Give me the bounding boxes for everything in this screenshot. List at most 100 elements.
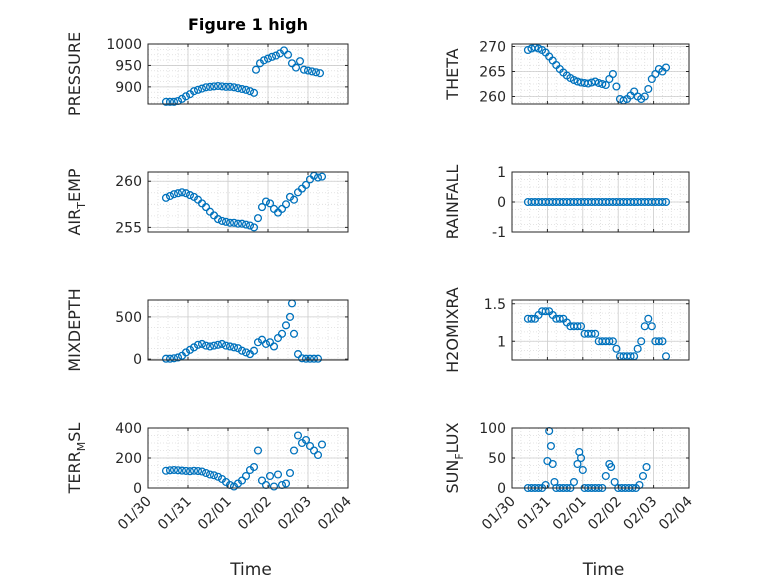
data-point	[241, 220, 251, 229]
data-point	[197, 339, 207, 348]
data-point	[317, 172, 327, 181]
data-point	[189, 466, 199, 475]
data-point	[569, 477, 578, 487]
data-point	[640, 92, 649, 101]
data-point	[193, 85, 203, 94]
series-points	[161, 46, 325, 106]
y-tick-label: 100	[479, 421, 506, 437]
data-point	[205, 470, 215, 479]
data-point	[177, 466, 187, 475]
data-point	[311, 68, 321, 77]
data-point	[317, 440, 327, 449]
y-tick-label: 270	[479, 40, 506, 56]
grid	[511, 300, 690, 361]
data-point	[249, 88, 259, 97]
data-point	[165, 466, 175, 475]
data-point	[279, 46, 289, 55]
y-axis-label: THETA	[443, 48, 462, 100]
data-point	[165, 354, 175, 363]
data-point	[527, 314, 536, 323]
data-point	[201, 468, 211, 478]
y-tick-label: 265	[479, 65, 506, 81]
y-tick-label: 200	[115, 451, 142, 467]
data-point	[301, 435, 311, 445]
data-point	[181, 92, 191, 101]
y-tick-label: 950	[115, 58, 142, 74]
data-point	[185, 467, 195, 476]
data-point	[169, 97, 179, 106]
data-point	[267, 52, 277, 61]
data-point	[253, 214, 263, 223]
y-tick-label: 50	[488, 451, 506, 467]
data-point	[251, 65, 261, 74]
data-point	[291, 63, 301, 72]
data-point	[225, 218, 235, 227]
data-point	[265, 471, 275, 481]
data-point	[261, 197, 271, 206]
data-point	[313, 173, 323, 182]
series-points	[161, 431, 327, 491]
data-point	[193, 340, 203, 349]
subplot-h2omixra: 1 1.5 H2OMIXRA	[443, 287, 690, 373]
data-point	[608, 337, 617, 346]
data-point	[299, 65, 309, 74]
data-point	[205, 342, 215, 351]
subplot-air-temp: 255 260 AIRTEMP	[65, 168, 349, 236]
data-point	[241, 471, 251, 481]
data-point	[633, 344, 642, 353]
subplot-rainfall: -1 0 1 RAINFALL	[443, 165, 690, 241]
data-point	[637, 337, 646, 346]
data-point	[173, 189, 183, 198]
data-point	[229, 343, 239, 352]
data-point	[201, 83, 211, 92]
data-point	[305, 354, 315, 363]
data-point	[541, 307, 550, 316]
data-point	[249, 223, 259, 232]
data-point	[245, 87, 255, 96]
subplot-pressure: 900 950 1000 PRESSURE Figure 1 high	[65, 15, 349, 116]
data-point	[607, 462, 616, 472]
data-point	[249, 346, 259, 355]
data-point	[289, 195, 299, 204]
data-point	[303, 66, 313, 75]
data-point	[605, 337, 614, 346]
data-point	[573, 322, 582, 331]
data-point	[594, 78, 603, 88]
axes-box	[511, 43, 690, 105]
data-point	[305, 441, 315, 451]
data-point	[661, 197, 671, 207]
data-point	[273, 470, 283, 479]
data-point	[658, 197, 667, 207]
data-point	[249, 462, 259, 472]
y-tick-label: 0	[497, 195, 506, 211]
data-point	[301, 354, 311, 363]
data-point	[289, 446, 299, 455]
data-point	[259, 56, 269, 65]
data-point	[281, 321, 291, 330]
data-point	[201, 203, 211, 212]
data-point	[233, 344, 243, 353]
data-point	[273, 333, 283, 343]
data-point	[237, 219, 247, 228]
data-point	[229, 83, 239, 92]
data-point	[165, 97, 175, 106]
subplot-theta: 260 265 270 THETA	[443, 40, 690, 106]
data-point	[612, 344, 621, 353]
data-point	[181, 466, 191, 475]
data-point	[201, 341, 211, 350]
data-point	[213, 215, 223, 224]
data-point	[277, 329, 287, 338]
data-point	[221, 217, 231, 226]
y-tick-label: 0	[133, 481, 142, 497]
data-point	[225, 342, 235, 351]
y-tick-label: 0	[133, 352, 142, 368]
data-point	[301, 180, 311, 189]
data-point	[237, 346, 247, 355]
data-point	[209, 341, 219, 350]
data-point	[555, 314, 564, 323]
data-point	[289, 329, 299, 338]
data-point	[185, 191, 195, 200]
data-point	[177, 94, 187, 103]
data-point	[548, 459, 557, 469]
data-point	[269, 482, 279, 491]
